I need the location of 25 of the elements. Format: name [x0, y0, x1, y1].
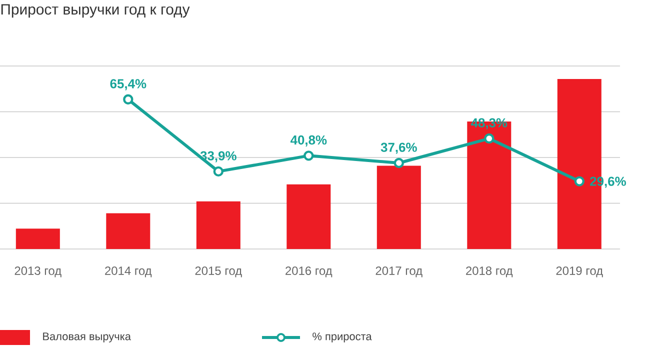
point	[394, 158, 404, 168]
point	[574, 176, 584, 186]
x-tick-label: 2014 год	[105, 266, 152, 278]
x-tick-label: 2015 год	[195, 266, 242, 278]
data-label: 40,8%	[290, 135, 327, 146]
x-tick-label: 2016 год	[286, 266, 332, 278]
bar	[106, 213, 150, 249]
bar	[376, 166, 421, 249]
x-tick-label: 2013 год	[14, 266, 62, 278]
data-label: 48,3%	[470, 118, 508, 130]
bar	[16, 228, 60, 249]
data-label: 65,4%	[110, 79, 146, 90]
x-tick-label: 2018 год	[466, 266, 513, 278]
x-tick-label: 2019 год	[556, 266, 603, 278]
bar	[286, 184, 331, 249]
bar	[196, 201, 240, 249]
point	[213, 166, 224, 177]
legend-label: Валовая выручка	[43, 332, 131, 342]
point	[123, 94, 134, 104]
chart-title: Прирост выручки год к году	[1, 4, 190, 18]
data-label: 37,6%	[380, 142, 417, 154]
legend-label: % прироста	[312, 332, 372, 342]
point	[484, 133, 494, 144]
x-tick-label: 2017 год	[376, 266, 422, 278]
point	[304, 150, 314, 161]
